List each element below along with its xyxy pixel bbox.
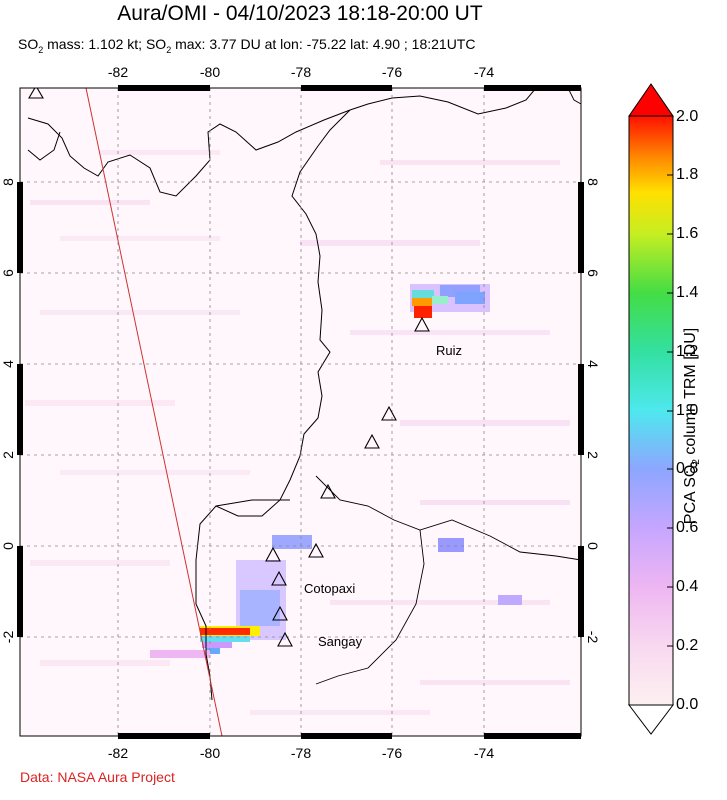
so2-background-streaks (25, 150, 570, 715)
lat-tick-left: 4 (0, 360, 16, 368)
lon-tick-bottom: -78 (291, 745, 311, 761)
colorbar-tick-label: 0.8 (676, 460, 699, 477)
so2-plume-ruiz (410, 284, 490, 318)
lat-tick-left: -2 (0, 631, 16, 644)
lon-tick-bottom: -80 (200, 745, 220, 761)
volcano-triangle (265, 546, 281, 562)
volcano-triangle-cotopaxi (271, 570, 287, 586)
map-title: Aura/OMI - 04/10/2023 18:18-20:00 UT (117, 2, 483, 25)
lon-tick-top: -76 (382, 64, 402, 80)
lat-tick-right: 6 (585, 269, 601, 277)
lon-tick-top: -80 (200, 64, 220, 80)
colorbar-max-arrow (628, 83, 674, 117)
orbit-track-line (85, 88, 223, 736)
volcano-triangle (272, 605, 288, 621)
colorbar-tick-label: 1.0 (676, 402, 699, 419)
map-plot-area: Ruiz Cotopaxi Sangay (20, 88, 581, 736)
map-background (20, 88, 581, 736)
volcano-triangle-sangay (277, 631, 293, 647)
lat-tick-right: 8 (585, 178, 601, 186)
lon-tick-top: -74 (474, 64, 494, 80)
colorbar-tick-label: 0.4 (676, 578, 699, 595)
lat-tick-right: -2 (585, 631, 601, 644)
colorbar-ramp (628, 115, 674, 706)
lat-tick-left: 0 (0, 542, 16, 550)
colorbar-ticks (667, 115, 673, 706)
lat-axis-right: 8 6 4 2 0 -2 (585, 178, 601, 643)
colorbar-tick-label: 1.2 (676, 343, 699, 360)
colorbar-tick-label: 0.6 (676, 519, 699, 536)
volcano-triangle (381, 405, 397, 421)
lat-tick-left: 8 (0, 178, 16, 186)
data-credit: Data: NASA Aura Project (20, 769, 175, 785)
colorbar-title: PCA SO2 column TRM [DU] (681, 327, 703, 525)
lon-axis-top: -82 -80 -78 -76 -74 (108, 64, 494, 80)
colorbar-tick-label: 0.0 (676, 696, 699, 713)
lon-tick-bottom: -82 (108, 745, 128, 761)
lat-tick-right: 4 (585, 360, 601, 368)
volcano-label-sangay: Sangay (318, 634, 363, 649)
lon-tick-top: -82 (108, 64, 128, 80)
lat-axis-left: 8 6 4 2 0 -2 (0, 178, 16, 643)
volcano-triangle (28, 88, 44, 99)
lon-axis-bottom: -82 -80 -78 -76 -74 (108, 745, 494, 761)
colorbar-tick-label: 1.4 (676, 284, 699, 301)
lat-tick-left: 2 (0, 451, 16, 459)
colorbar-tick-label: 1.6 (676, 225, 699, 242)
lon-tick-top: -78 (291, 64, 311, 80)
so2-plume-sangay (150, 535, 522, 658)
colorbar-min-arrow (627, 704, 675, 735)
frame-ticks-black (17, 85, 584, 739)
colorbar (627, 83, 675, 735)
lat-tick-right: 0 (585, 542, 601, 550)
colorbar-tick-label: 1.8 (676, 166, 699, 183)
lat-tick-left: 6 (0, 269, 16, 277)
volcano-label-ruiz: Ruiz (436, 343, 462, 358)
map-subtitle: SO2 mass: 1.102 kt; SO2 max: 3.77 DU at … (18, 36, 476, 55)
volcano-triangle (308, 542, 324, 558)
volcano-triangle (364, 433, 380, 449)
colorbar-tick-label: 2.0 (676, 108, 699, 125)
lon-tick-bottom: -76 (382, 745, 402, 761)
lat-tick-right: 2 (585, 451, 601, 459)
volcano-label-cotopaxi: Cotopaxi (304, 581, 355, 596)
colorbar-tick-label: 0.2 (676, 637, 699, 654)
volcano-triangle (320, 483, 336, 499)
lon-tick-bottom: -74 (474, 745, 494, 761)
volcano-triangle-ruiz (414, 316, 430, 332)
volcano-markers (28, 88, 430, 647)
